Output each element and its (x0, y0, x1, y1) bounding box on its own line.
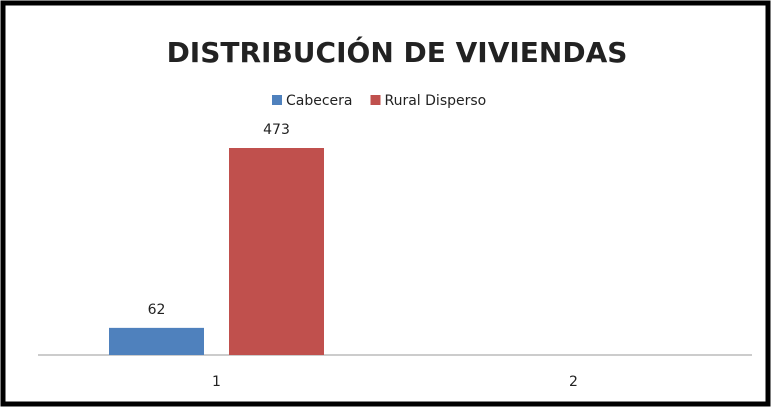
chart-title: DISTRIBUCIÓN DE VIVIENDAS (167, 35, 628, 69)
data-label: 473 (263, 122, 290, 138)
bar (109, 327, 204, 355)
legend-swatch (370, 95, 381, 105)
bar (229, 148, 324, 355)
legend-swatch (272, 95, 282, 105)
x-tick-label: 1 (212, 374, 221, 390)
data-label: 62 (148, 302, 166, 318)
legend-label: Cabecera (286, 93, 353, 109)
x-tick-label: 2 (569, 374, 578, 390)
legend-label: Rural Disperso (385, 93, 487, 109)
